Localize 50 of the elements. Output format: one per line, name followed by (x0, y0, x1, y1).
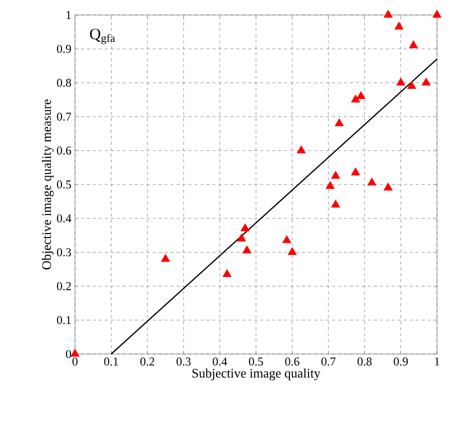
y-tick-label: 0.5 (56, 180, 72, 189)
y-tick-label: 0.8 (56, 78, 72, 87)
x-tick-label: 0.5 (248, 358, 264, 366)
point (367, 178, 376, 186)
point (326, 181, 335, 189)
point (282, 235, 292, 244)
point (331, 200, 340, 208)
point (408, 40, 418, 48)
point (432, 10, 442, 18)
point (70, 348, 80, 357)
point (351, 167, 360, 176)
point (222, 269, 232, 278)
point (242, 245, 252, 254)
x-tick-label: 0.6 (285, 358, 300, 366)
y-tick-label: 0.9 (56, 44, 71, 53)
y-tick-label: 0.6 (56, 146, 72, 155)
x-tick-label: 0.3 (176, 358, 191, 366)
point (334, 118, 344, 126)
point (394, 22, 404, 30)
x-tick-label: 0 (72, 358, 78, 366)
point (396, 78, 406, 86)
y-tick-label: 0.2 (56, 282, 71, 290)
point (331, 170, 340, 179)
point (422, 78, 431, 86)
x-axis-title: Subjective image quality (192, 368, 320, 380)
point (240, 223, 250, 232)
point (407, 81, 416, 89)
point (160, 254, 170, 262)
point (296, 145, 306, 154)
y-tick-label: 0.1 (56, 316, 71, 324)
y-tick-label: 0.4 (56, 214, 72, 222)
x-tick-label: 0.7 (321, 358, 336, 366)
annotation: Q$_{gfa}$ (90, 28, 115, 44)
y-axis-title: Objective image quality measure (42, 100, 54, 270)
x-tick-label: 1 (435, 358, 440, 366)
x-tick-label: 0.1 (104, 358, 118, 366)
y-tick-label: 1 (66, 11, 71, 19)
y-tick-label: 0.3 (56, 248, 72, 256)
y-tick-label: 0 (66, 350, 72, 358)
point (356, 91, 366, 100)
x-tick-label: 0.8 (358, 358, 372, 366)
point (237, 234, 246, 242)
point (288, 247, 297, 255)
point (351, 94, 360, 102)
point (384, 182, 393, 191)
x-tick-label: 0.9 (394, 358, 408, 366)
point (384, 10, 393, 18)
x-tick-label: 0.4 (212, 358, 228, 366)
y-tick-label: 0.7 (56, 112, 72, 121)
x-tick-label: 0.2 (140, 358, 154, 366)
